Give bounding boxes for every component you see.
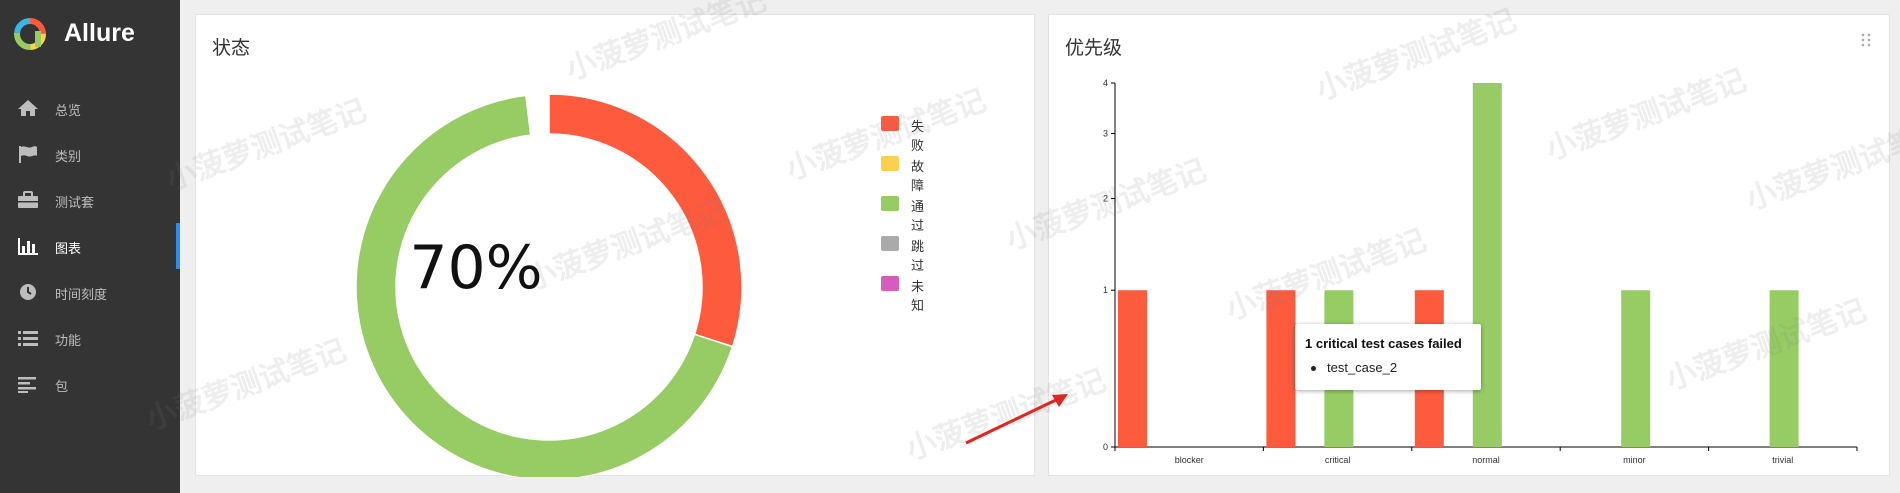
- y-tick-label: 2: [1103, 194, 1108, 204]
- x-tick-label: blocker: [1175, 455, 1204, 465]
- priority-widget: 优先级 0 1 2 3 4 blocker critical normal minor trivi…: [1048, 14, 1890, 476]
- legend-swatch: [881, 196, 899, 211]
- legend-label: 通过: [911, 200, 925, 234]
- app-title: Allure: [64, 19, 135, 47]
- flag-icon: [19, 146, 37, 163]
- sidebar-item-label: 图表: [55, 242, 82, 257]
- y-tick-label: 1: [1103, 285, 1108, 295]
- annotation-arrow-icon: [965, 394, 1068, 445]
- legend-label: 未知: [911, 280, 925, 314]
- tooltip-bullet: [1311, 366, 1316, 371]
- bar-tooltip: 1 critical test cases failed test_case_2: [1295, 324, 1481, 390]
- y-tick-label: 0: [1103, 442, 1108, 452]
- sidebar-item-timeline[interactable]: 时间刻度: [0, 269, 180, 315]
- sidebar-item-suites[interactable]: 测试套: [0, 177, 180, 223]
- allure-logo-icon: [14, 18, 46, 50]
- widget-title: 状态: [212, 37, 251, 59]
- sidebar: Allure 总览 类别 测试套: [0, 0, 180, 493]
- pass-rate-label: 70%: [409, 233, 543, 303]
- sidebar-nav: 总览 类别 测试套 图表: [0, 85, 180, 407]
- status-widget: 状态 70% 失败 故障 通过 跳过 未知: [195, 14, 1035, 477]
- legend-label: 跳过: [911, 240, 925, 274]
- priority-bar-chart: 0 1 2 3 4 blocker critical normal minor trivial: [1103, 78, 1858, 465]
- x-tick-label: normal: [1472, 455, 1500, 465]
- bar-normal-passed[interactable]: [1472, 83, 1502, 447]
- sidebar-item-graphs[interactable]: 图表: [0, 223, 180, 269]
- drag-handle-icon[interactable]: [1861, 33, 1871, 47]
- x-tick-label: minor: [1623, 455, 1646, 465]
- legend-swatch: [881, 276, 899, 291]
- align-left-icon: [18, 377, 36, 393]
- tooltip-title: 1 critical test cases failed: [1305, 336, 1462, 351]
- briefcase-icon: [18, 191, 38, 208]
- donut-slice-通过[interactable]: [355, 94, 734, 477]
- sidebar-item-label: 总览: [55, 104, 82, 119]
- sidebar-item-categories[interactable]: 类别: [0, 131, 180, 177]
- y-tick-label: 4: [1103, 78, 1108, 88]
- widget-title: 优先级: [1065, 37, 1123, 59]
- x-tick-label: critical: [1325, 455, 1351, 465]
- legend-swatch: [881, 116, 899, 131]
- clock-icon: [20, 284, 36, 300]
- list-icon: [18, 331, 38, 346]
- sidebar-item-label: 类别: [55, 150, 82, 165]
- legend-swatch: [881, 236, 899, 251]
- home-icon: [18, 100, 38, 116]
- sidebar-item-packages[interactable]: 包: [0, 361, 180, 407]
- sidebar-item-label: 测试套: [55, 196, 95, 211]
- bar-chart-icon: [18, 238, 38, 255]
- x-tick-label: trivial: [1772, 455, 1793, 465]
- bar-minor-passed[interactable]: [1621, 290, 1651, 447]
- sidebar-item-overview[interactable]: 总览: [0, 85, 180, 131]
- sidebar-item-label: 包: [55, 380, 69, 395]
- sidebar-item-label: 时间刻度: [55, 288, 108, 303]
- tooltip-item: test_case_2: [1327, 360, 1398, 375]
- sidebar-item-label: 功能: [55, 334, 82, 349]
- legend-swatch: [881, 156, 899, 171]
- bar-blocker-failed[interactable]: [1118, 290, 1147, 447]
- bar-trivial-passed[interactable]: [1769, 290, 1799, 447]
- brand[interactable]: Allure: [0, 0, 180, 68]
- legend-label: 故障: [911, 160, 925, 194]
- legend-label: 失败: [911, 120, 925, 154]
- bar-critical-failed[interactable]: [1266, 290, 1296, 447]
- sidebar-item-behaviors[interactable]: 功能: [0, 315, 180, 361]
- status-donut-chart: [355, 93, 743, 477]
- y-tick-label: 3: [1103, 128, 1108, 138]
